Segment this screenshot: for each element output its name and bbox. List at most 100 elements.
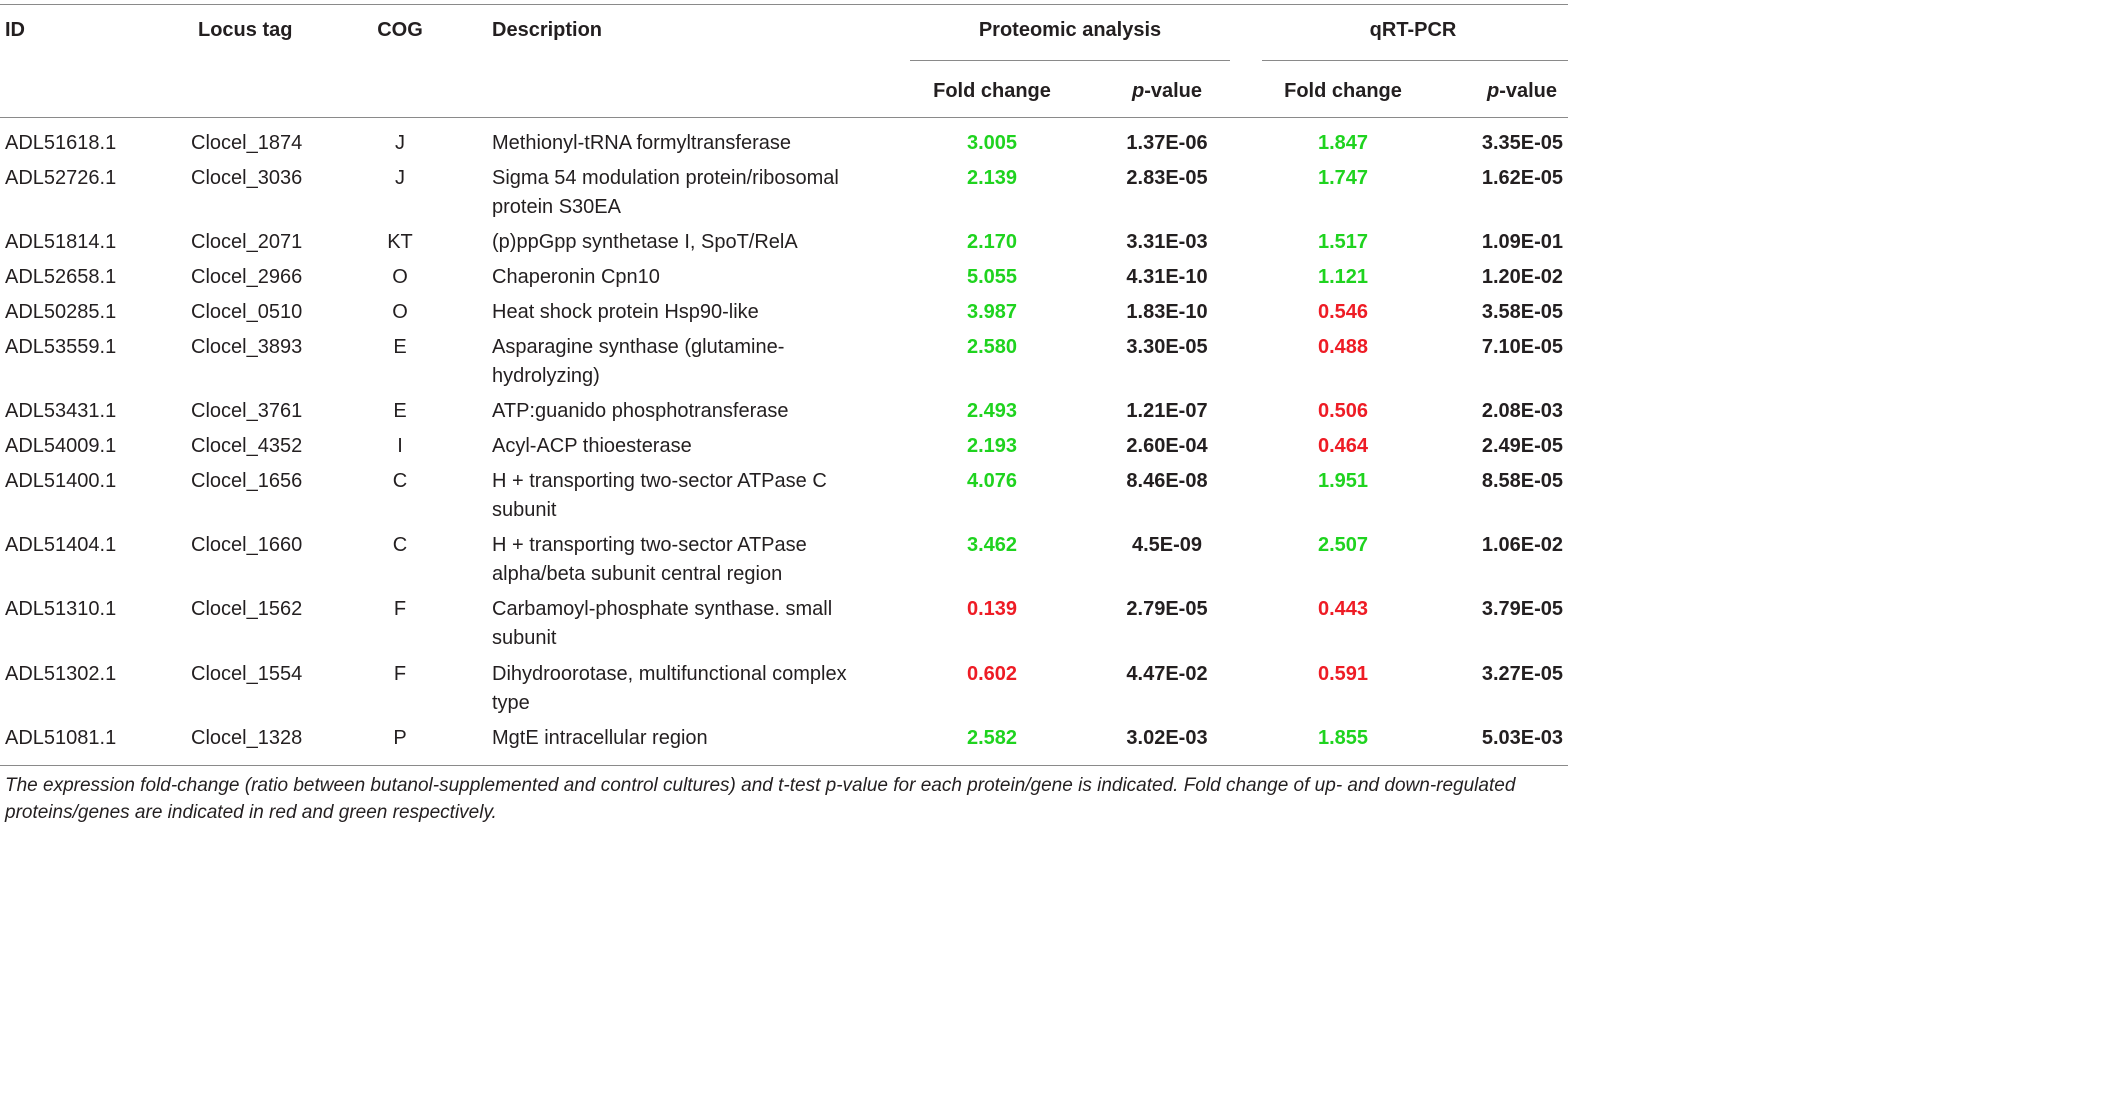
row-cog: I <box>397 435 403 457</box>
row-cog: J <box>395 132 405 154</box>
row-id: ADL53431.1 <box>5 400 117 422</box>
row-qrt-fold-change: 1.747 <box>1317 167 1369 189</box>
row-locus-tag: Clocel_1554 <box>191 663 303 685</box>
row-qrt-p-value: 8.58E-05 <box>1481 470 1563 492</box>
header-proteomic-analysis: Proteomic analysis <box>978 19 1162 41</box>
header-qrt-fold-change: Fold change <box>1284 80 1402 102</box>
row-locus-tag: Clocel_1656 <box>191 470 303 492</box>
row-id: ADL51404.1 <box>5 534 117 556</box>
row-proteomic-fold-change: 3.462 <box>966 534 1018 556</box>
row-proteomic-fold-change: 2.193 <box>966 435 1018 457</box>
row-proteomic-fold-change: 3.987 <box>966 301 1018 323</box>
top-rule <box>0 4 1568 5</box>
row-qrt-fold-change: 0.546 <box>1317 301 1369 323</box>
row-proteomic-p-value: 2.83E-05 <box>1126 167 1208 189</box>
row-qrt-fold-change: 0.506 <box>1317 400 1369 422</box>
row-locus-tag: Clocel_2071 <box>191 231 303 253</box>
row-qrt-p-value: 1.20E-02 <box>1481 266 1563 288</box>
row-locus-tag: Clocel_1660 <box>191 534 303 556</box>
row-qrt-p-value: 2.08E-03 <box>1481 400 1563 422</box>
row-id: ADL51302.1 <box>5 663 117 685</box>
row-qrt-fold-change: 1.847 <box>1317 132 1369 154</box>
row-id: ADL53559.1 <box>5 336 117 358</box>
row-id: ADL54009.1 <box>5 435 117 457</box>
row-proteomic-fold-change: 2.493 <box>966 400 1018 422</box>
row-qrt-p-value: 3.79E-05 <box>1481 598 1563 620</box>
row-description: Sigma 54 modulation protein/ribosomal pr… <box>492 167 839 218</box>
row-id: ADL51081.1 <box>5 727 117 749</box>
row-cog: F <box>393 663 407 685</box>
row-qrt-p-value: 3.58E-05 <box>1481 301 1563 323</box>
row-locus-tag: Clocel_1874 <box>191 132 303 154</box>
row-proteomic-fold-change: 2.580 <box>966 336 1018 358</box>
row-qrt-fold-change: 2.507 <box>1317 534 1369 556</box>
row-cog: O <box>392 266 408 288</box>
row-locus-tag: Clocel_3036 <box>191 167 303 189</box>
row-qrt-p-value: 3.27E-05 <box>1481 663 1563 685</box>
header-proteomic-p-value: p-value <box>1132 77 1202 106</box>
header-qrt-p-value: p-value <box>1487 77 1557 106</box>
row-description: MgtE intracellular region <box>492 727 708 749</box>
row-locus-tag: Clocel_4352 <box>191 435 303 457</box>
row-proteomic-p-value: 3.31E-03 <box>1126 231 1208 253</box>
row-qrt-fold-change: 1.121 <box>1317 266 1369 288</box>
table-footnote: The expression fold-change (ratio betwee… <box>5 775 1516 823</box>
row-qrt-fold-change: 0.591 <box>1317 663 1369 685</box>
row-cog: O <box>392 301 408 323</box>
row-description: H + transporting two-sector ATPase alpha… <box>492 534 807 585</box>
row-id: ADL51400.1 <box>5 470 117 492</box>
row-description: Asparagine synthase (glutamine-hydrolyzi… <box>492 336 785 387</box>
row-id: ADL51618.1 <box>5 132 117 154</box>
row-qrt-fold-change: 0.464 <box>1317 435 1369 457</box>
row-proteomic-fold-change: 2.582 <box>966 727 1018 749</box>
qrt-group-rule <box>1262 60 1568 61</box>
row-proteomic-fold-change: 0.602 <box>966 663 1018 685</box>
p-italic: p <box>1131 80 1145 102</box>
row-id: ADL51814.1 <box>5 231 117 253</box>
row-description: Carbamoyl-phosphate synthase. small subu… <box>492 598 833 649</box>
row-description: H + transporting two-sector ATPase C sub… <box>492 470 827 521</box>
row-qrt-fold-change: 1.517 <box>1317 231 1369 253</box>
row-proteomic-p-value: 1.83E-10 <box>1126 301 1208 323</box>
header-bottom-rule <box>0 117 1568 118</box>
row-qrt-p-value: 7.10E-05 <box>1481 336 1563 358</box>
row-id: ADL51310.1 <box>5 598 117 620</box>
row-description: Acyl-ACP thioesterase <box>492 435 692 457</box>
header-cog: COG <box>377 19 423 41</box>
p-suffix: -value <box>1499 80 1557 102</box>
row-proteomic-p-value: 3.30E-05 <box>1126 336 1208 358</box>
row-locus-tag: Clocel_2966 <box>191 266 303 288</box>
row-cog: E <box>393 336 407 358</box>
row-locus-tag: Clocel_3761 <box>191 400 303 422</box>
row-qrt-p-value: 3.35E-05 <box>1481 132 1563 154</box>
row-cog: KT <box>387 231 413 253</box>
row-qrt-fold-change: 1.855 <box>1317 727 1369 749</box>
row-cog: F <box>393 598 407 620</box>
row-qrt-fold-change: 0.443 <box>1317 598 1369 620</box>
row-qrt-p-value: 2.49E-05 <box>1481 435 1563 457</box>
row-locus-tag: Clocel_0510 <box>191 301 303 323</box>
row-proteomic-fold-change: 2.139 <box>966 167 1018 189</box>
row-proteomic-fold-change: 4.076 <box>966 470 1018 492</box>
row-cog: E <box>393 400 407 422</box>
row-description: Dihydroorotase, multifunctional complex … <box>492 663 847 714</box>
row-proteomic-fold-change: 3.005 <box>966 132 1018 154</box>
header-qrt-pcr: qRT-PCR <box>1369 19 1457 41</box>
row-cog: J <box>395 167 405 189</box>
row-proteomic-p-value: 4.47E-02 <box>1126 663 1208 685</box>
row-description: Heat shock protein Hsp90-like <box>492 301 759 323</box>
row-description: Chaperonin Cpn10 <box>492 266 660 288</box>
row-qrt-fold-change: 1.951 <box>1317 470 1369 492</box>
row-id: ADL52726.1 <box>5 167 117 189</box>
row-cog: C <box>392 470 408 492</box>
table-bottom-rule <box>0 765 1568 766</box>
row-proteomic-fold-change: 5.055 <box>966 266 1018 288</box>
row-proteomic-fold-change: 0.139 <box>966 598 1018 620</box>
header-locus-tag: Locus tag <box>198 19 293 41</box>
row-description: Methionyl-tRNA formyltransferase <box>492 132 791 154</box>
row-proteomic-fold-change: 2.170 <box>966 231 1018 253</box>
row-qrt-p-value: 1.06E-02 <box>1481 534 1563 556</box>
p-suffix: -value <box>1144 80 1203 102</box>
row-locus-tag: Clocel_3893 <box>191 336 303 358</box>
row-description: (p)ppGpp synthetase I, SpoT/RelA <box>492 231 798 253</box>
